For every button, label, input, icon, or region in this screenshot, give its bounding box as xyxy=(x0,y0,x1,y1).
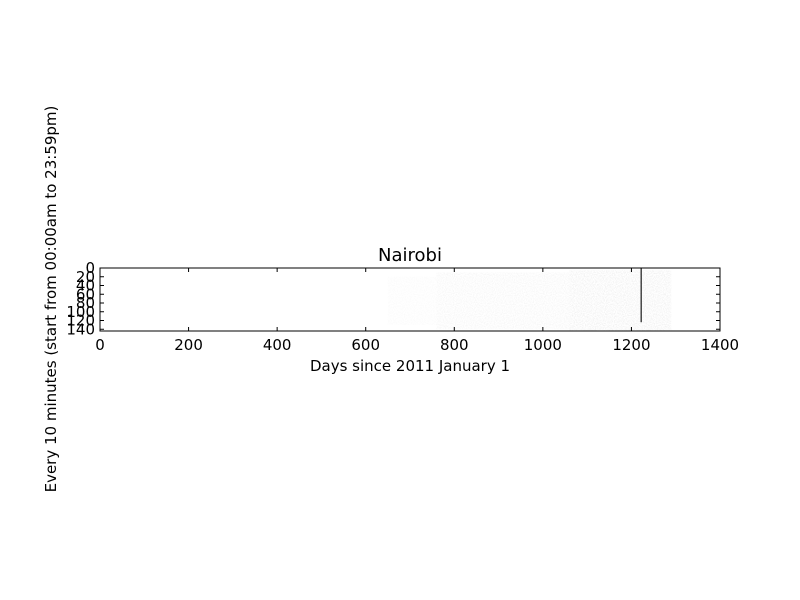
y-axis-label: Every 10 minutes (start from 00:00am to … xyxy=(42,106,60,493)
x-tick-label: 1200 xyxy=(612,336,650,354)
x-axis-label: Days since 2011 January 1 xyxy=(310,357,510,375)
y-tick-label: 100 xyxy=(66,303,95,321)
y-tick-label: 120 xyxy=(66,312,95,330)
x-tick-label: 0 xyxy=(95,336,105,354)
y-tick-label: 0 xyxy=(85,259,95,277)
activity-region xyxy=(569,270,672,331)
heatmap-cells xyxy=(388,268,672,331)
x-axis: 0 200 400 600 800 1000 1200 1400 xyxy=(95,268,739,354)
y-tick-label: 80 xyxy=(76,294,95,312)
y-tick-label: 40 xyxy=(76,277,95,295)
y-tick-label: 20 xyxy=(76,268,95,286)
x-tick-label: 1000 xyxy=(524,336,562,354)
x-tick-label: 400 xyxy=(263,336,292,354)
chart-title: Nairobi xyxy=(378,245,442,266)
activity-region xyxy=(388,277,437,325)
y-tick-label: 60 xyxy=(76,285,95,303)
x-tick-label: 200 xyxy=(174,336,203,354)
x-tick-label: 800 xyxy=(440,336,469,354)
y-tick-label: 140 xyxy=(66,320,95,338)
activity-region xyxy=(436,272,570,330)
x-tick-label: 600 xyxy=(351,336,380,354)
x-tick-label: 1400 xyxy=(701,336,739,354)
plot-frame xyxy=(99,267,721,332)
